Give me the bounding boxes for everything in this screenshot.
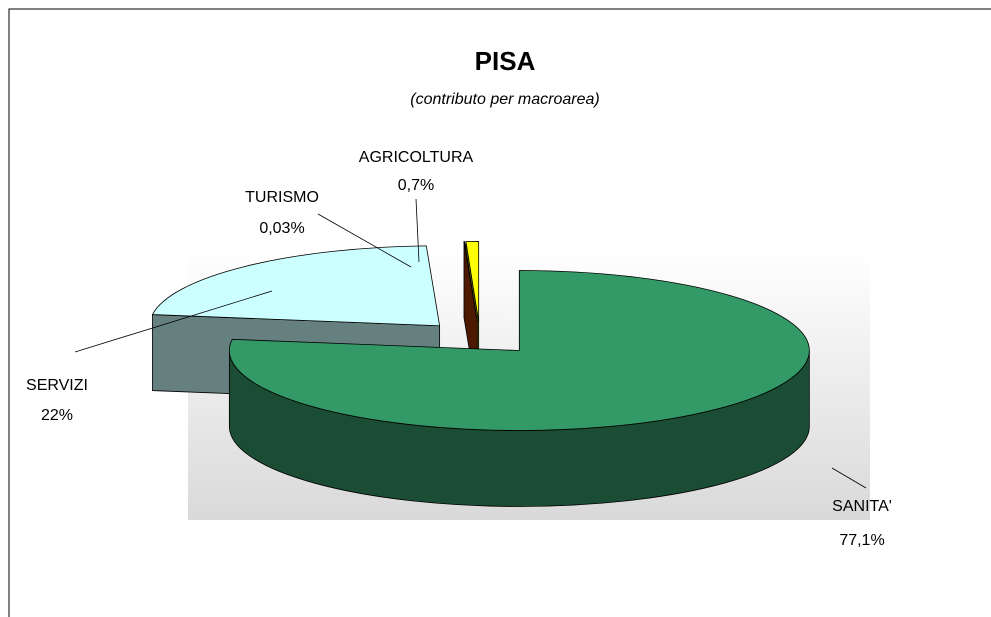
slice-top	[228, 270, 810, 431]
slice-label: AGRICOLTURA	[359, 149, 474, 166]
slice-value-label: 22%	[41, 407, 73, 424]
slice-label: SANITA'	[832, 498, 892, 515]
slice-top	[463, 241, 478, 322]
slice-value-label: 77,1%	[839, 532, 884, 549]
pie-slice	[228, 270, 810, 507]
slice-label: SERVIZI	[26, 377, 88, 394]
leader-line	[831, 467, 867, 489]
slice-label: TURISMO	[245, 189, 319, 206]
leader-line	[317, 213, 412, 268]
leader-line	[415, 198, 420, 263]
frame	[8, 8, 991, 617]
slice-top	[465, 241, 480, 322]
leader-line	[74, 290, 273, 353]
slice-value-label: 0,03%	[259, 220, 304, 237]
chart-title: PISA	[475, 46, 536, 76]
slice-value-label: 0,7%	[398, 177, 434, 194]
chart-subtitle: (contributo per macroarea)	[410, 91, 599, 108]
